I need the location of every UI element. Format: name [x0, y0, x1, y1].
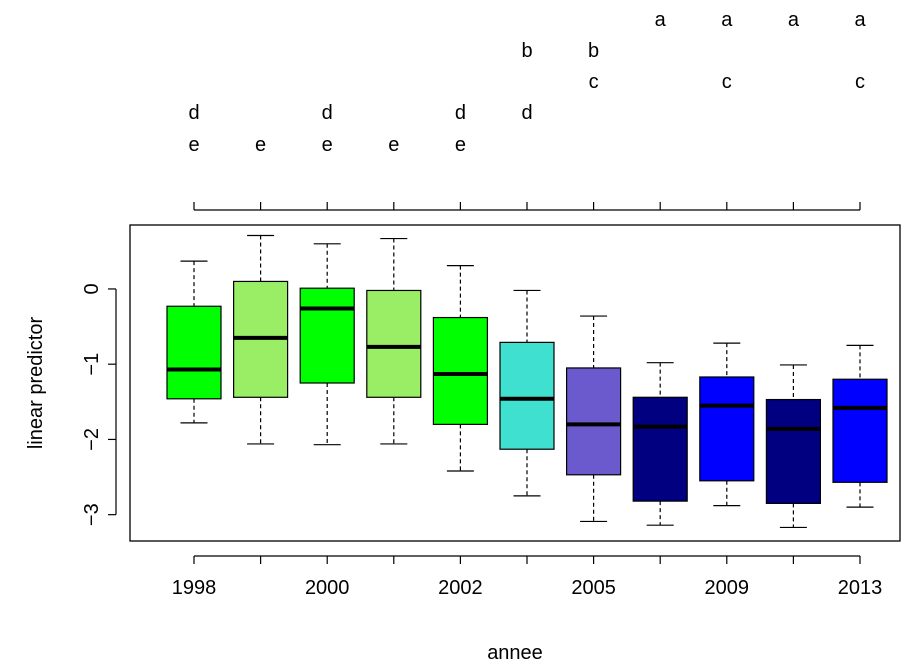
group-letter: b [588, 40, 599, 62]
x-tick-label: 2000 [305, 577, 350, 599]
box-2007 [632, 362, 688, 526]
box-iqr [432, 316, 488, 425]
x-tick-label: 1998 [172, 577, 217, 599]
box-1998 [166, 260, 222, 424]
box-iqr [565, 367, 622, 476]
box-iqr [632, 396, 688, 502]
group-letter: c [855, 71, 865, 93]
group-letter: a [788, 9, 800, 31]
box-2013 [832, 344, 888, 508]
x-axis: 1998 2000 2002 2005 2009 2013 [172, 555, 883, 599]
group-letter: d [521, 102, 532, 124]
box-2000 [299, 243, 355, 446]
box-iqr [299, 287, 355, 384]
group-letter: a [721, 9, 733, 31]
group-letter: e [188, 134, 199, 156]
group-letter: a [655, 9, 667, 31]
y-tick-label: 0 [81, 283, 103, 294]
group-letter: e [455, 134, 466, 156]
box-2001 [366, 237, 422, 445]
box-iqr [499, 341, 555, 450]
box-iqr [699, 376, 755, 482]
y-tick-label: −3 [81, 503, 103, 526]
plot-frame [129, 224, 901, 542]
x-tick-label: 2005 [571, 577, 616, 599]
box-iqr [366, 289, 422, 398]
group-letter: e [388, 134, 399, 156]
group-letter: b [521, 40, 532, 62]
group-letter: e [255, 134, 266, 156]
box-2005 [565, 315, 622, 523]
box-iqr [765, 398, 822, 504]
y-axis-title: linear predictor [25, 317, 47, 450]
x-tick-label: 2002 [438, 577, 483, 599]
group-letter: c [589, 71, 599, 93]
box-iqr [832, 378, 888, 483]
group-letter: a [854, 9, 866, 31]
x-axis-title: annee [487, 642, 543, 664]
box-2009 [699, 342, 755, 507]
y-tick-label: −2 [81, 428, 103, 451]
box-2002 [432, 265, 488, 472]
y-tick-label: −1 [81, 353, 103, 376]
group-letter: d [188, 102, 199, 124]
box-1999 [233, 234, 289, 445]
x-tick-label: 2013 [838, 577, 883, 599]
box-2011 [765, 364, 822, 529]
group-letter: e [322, 134, 333, 156]
top-axis [193, 202, 861, 211]
y-axis: 0 −1 −2 −3 [81, 283, 117, 526]
box-iqr [166, 305, 222, 400]
group-letter: d [322, 102, 333, 124]
x-tick-label: 2009 [705, 577, 750, 599]
group-letter: d [455, 102, 466, 124]
group-letter: c [722, 71, 732, 93]
boxes [166, 234, 888, 529]
box-2004 [499, 289, 555, 497]
